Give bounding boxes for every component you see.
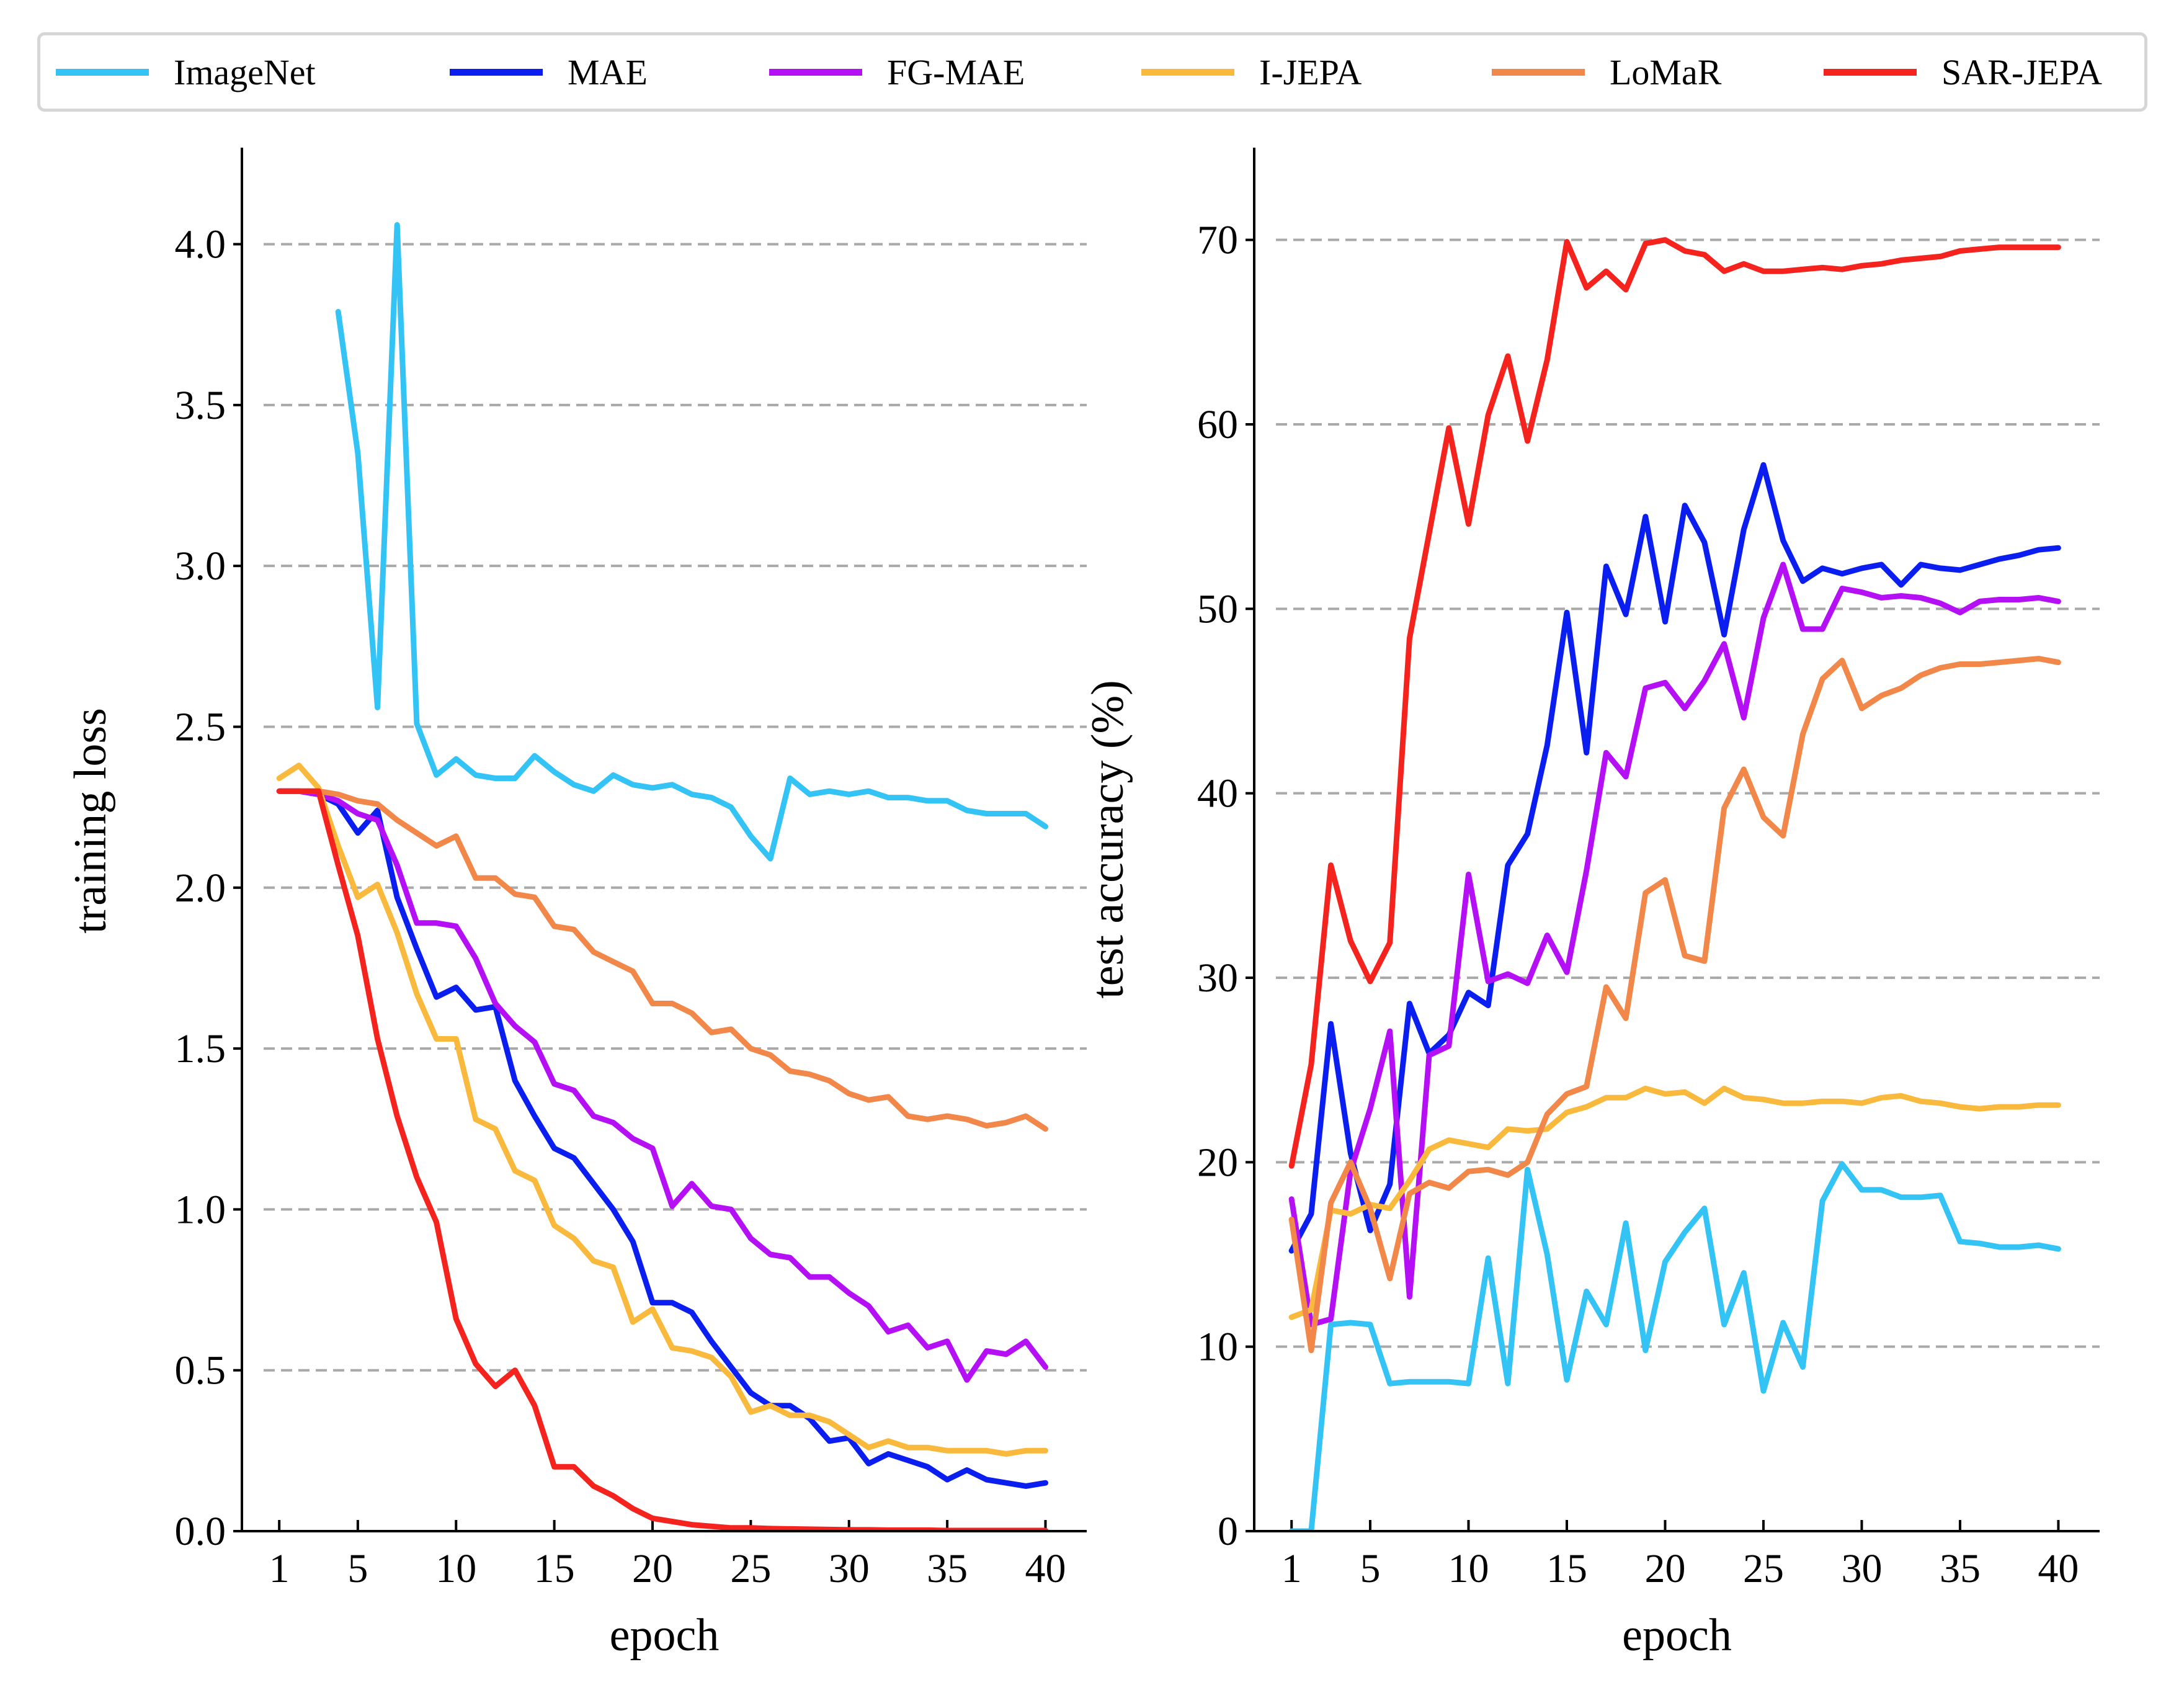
legend-label: LoMaR (1610, 51, 1722, 92)
y-tick-label: 20 (1197, 1140, 1238, 1185)
x-tick-label: 1 (1281, 1546, 1302, 1591)
legend-item-i-jepa: I-JEPA (1141, 35, 1362, 109)
y-tick-label: 30 (1197, 955, 1238, 1001)
x-tick-label: 30 (829, 1546, 870, 1591)
series-line-imagenet (1288, 1161, 2061, 1531)
chart-legend: ImageNet MAE FG-MAE I-JEPA LoMaR SAR-JEPA (37, 32, 2147, 112)
legend-swatch-imagenet (56, 68, 149, 76)
y-tick-label: 3.0 (175, 543, 226, 589)
y-tick-label: 2.5 (175, 704, 226, 749)
x-axis-label: epoch (1622, 1610, 1732, 1661)
x-tick-label: 40 (1025, 1546, 1066, 1591)
series-line-lomar (276, 788, 1048, 1132)
y-tick-label: 1.5 (175, 1026, 226, 1071)
training-loss-panel: 0.00.51.01.52.02.53.03.54.01 5 10 15 20 25 30 3… (65, 148, 1087, 1661)
series-line-sar-jepa (276, 788, 1048, 1531)
y-tick-label: 0.0 (175, 1509, 226, 1554)
legend-swatch-lomar (1492, 68, 1585, 76)
y-axis-label: training loss (65, 708, 116, 934)
x-tick-label: 5 (1360, 1546, 1381, 1591)
legend-item-sar-jepa: SAR-JEPA (1824, 35, 2102, 109)
legend-label: ImageNet (174, 51, 316, 92)
x-tick-label: 5 (347, 1546, 368, 1591)
legend-swatch-fg-mae (769, 68, 862, 76)
series-line-fg-mae (1288, 561, 2061, 1328)
legend-item-imagenet: ImageNet (56, 35, 316, 109)
legend-item-lomar: LoMaR (1492, 35, 1721, 109)
series-line-fg-mae (276, 788, 1048, 1383)
y-axis-label: test accuracy (%) (1082, 680, 1133, 999)
series-line-mae (276, 788, 1048, 1489)
legend-swatch-sar-jepa (1824, 68, 1917, 76)
y-tick-label: 1.0 (175, 1187, 226, 1232)
series-line-i-jepa (276, 762, 1048, 1457)
x-tick-label: 30 (1841, 1546, 1882, 1591)
legend-label: I-JEPA (1259, 51, 1362, 92)
y-tick-label: 2.0 (175, 865, 226, 911)
x-tick-label: 1 (269, 1546, 290, 1591)
y-tick-label: 10 (1197, 1325, 1238, 1370)
legend-swatch-mae (450, 68, 543, 76)
series-line-sar-jepa (1288, 237, 2061, 1169)
x-tick-label: 25 (730, 1546, 771, 1591)
x-tick-label: 15 (534, 1546, 575, 1591)
x-axis-label: epoch (610, 1610, 720, 1661)
legend-swatch-i-jepa (1141, 68, 1234, 76)
legend-item-fg-mae: FG-MAE (769, 35, 1025, 109)
series-line-mae (1288, 462, 2061, 1254)
series-line-i-jepa (1288, 1085, 2061, 1320)
legend-label: SAR-JEPA (1941, 51, 2102, 92)
x-tick-label: 10 (435, 1546, 476, 1591)
x-tick-label: 35 (1940, 1546, 1981, 1591)
x-tick-label: 35 (927, 1546, 968, 1591)
x-tick-label: 40 (2038, 1546, 2079, 1591)
x-tick-label: 20 (1644, 1546, 1685, 1591)
legend-label: FG-MAE (887, 51, 1025, 92)
y-tick-label: 0.5 (175, 1348, 226, 1393)
x-tick-label: 20 (632, 1546, 673, 1591)
series-line-imagenet (335, 222, 1048, 862)
x-tick-label: 25 (1743, 1546, 1784, 1591)
y-tick-label: 40 (1197, 771, 1238, 816)
y-tick-label: 4.0 (175, 222, 226, 267)
legend-item-mae: MAE (450, 35, 648, 109)
y-tick-label: 0 (1218, 1509, 1238, 1554)
y-tick-label: 70 (1197, 218, 1238, 263)
series-line-lomar (1288, 656, 2061, 1354)
x-tick-label: 10 (1448, 1546, 1489, 1591)
x-tick-label: 15 (1546, 1546, 1587, 1591)
legend-label: MAE (568, 51, 648, 92)
y-tick-label: 50 (1197, 586, 1238, 632)
y-tick-label: 60 (1197, 402, 1238, 447)
y-tick-label: 3.5 (175, 383, 226, 428)
